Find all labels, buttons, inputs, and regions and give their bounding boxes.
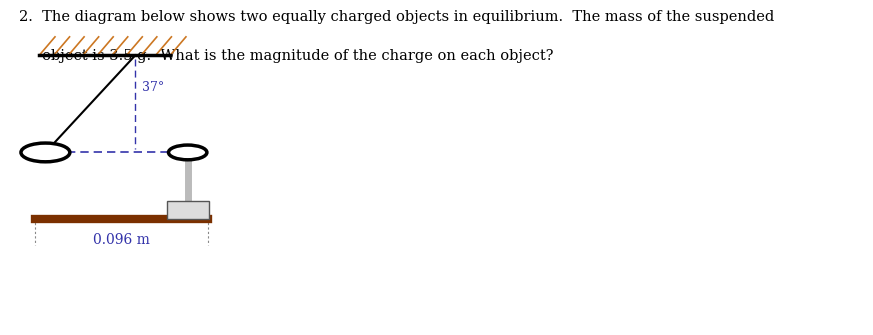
Circle shape bbox=[168, 145, 207, 160]
Text: 2.  The diagram below shows two equally charged objects in equilibrium.  The mas: 2. The diagram below shows two equally c… bbox=[19, 10, 774, 24]
Circle shape bbox=[21, 143, 70, 162]
Text: 0.096 m: 0.096 m bbox=[93, 232, 150, 247]
Text: object is 3.5 g.  What is the magnitude of the charge on each object?: object is 3.5 g. What is the magnitude o… bbox=[19, 49, 553, 63]
Text: 37°: 37° bbox=[142, 81, 164, 93]
Bar bbox=[167, 201, 209, 219]
